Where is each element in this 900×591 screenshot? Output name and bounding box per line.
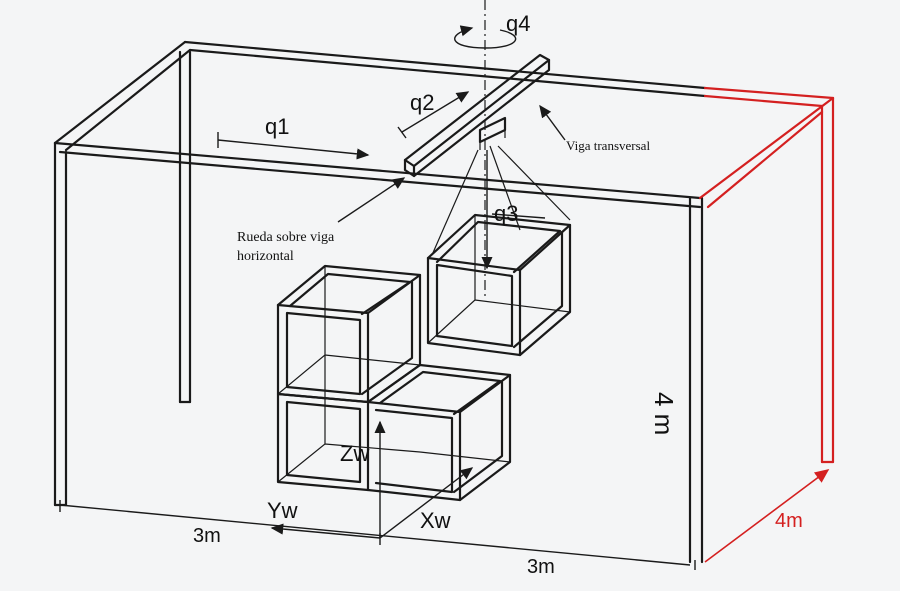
q1-arrow	[217, 139, 370, 160]
dim-front-label: 3m	[527, 556, 555, 578]
yw-axis	[270, 523, 381, 539]
xw-axis	[379, 467, 474, 539]
dimension-lines	[59, 469, 830, 570]
q1-label: q1	[265, 114, 289, 139]
dim-depth-label: 4m	[775, 510, 803, 532]
viga-transversal-label: Viga transversal	[566, 138, 650, 153]
q4-label: q4	[506, 11, 530, 36]
dim-height-label: 4 m	[649, 392, 679, 435]
stacked-cubes	[276, 264, 512, 502]
q3-label: q3	[494, 201, 518, 226]
transverse-beam	[403, 53, 551, 178]
rueda-label-line1: Rueda sobre viga	[237, 230, 335, 245]
gantry-frame	[53, 40, 707, 564]
carriage	[478, 116, 507, 150]
xw-label: Xw	[420, 508, 451, 533]
q2-arrow	[401, 91, 470, 133]
world-axes	[270, 420, 474, 539]
yw-label: Yw	[267, 498, 298, 523]
joint-arrows	[217, 25, 546, 270]
dim-left-label: 3m	[193, 525, 221, 547]
annotation-pointers	[337, 104, 566, 223]
zw-label: Zw	[340, 441, 369, 466]
q2-label: q2	[410, 90, 434, 115]
q4-rotation-arrow	[454, 25, 517, 49]
gantry-right-side-highlight	[698, 86, 835, 464]
hanging-cube	[426, 213, 572, 357]
rueda-label-line2: horizontal	[237, 249, 294, 264]
